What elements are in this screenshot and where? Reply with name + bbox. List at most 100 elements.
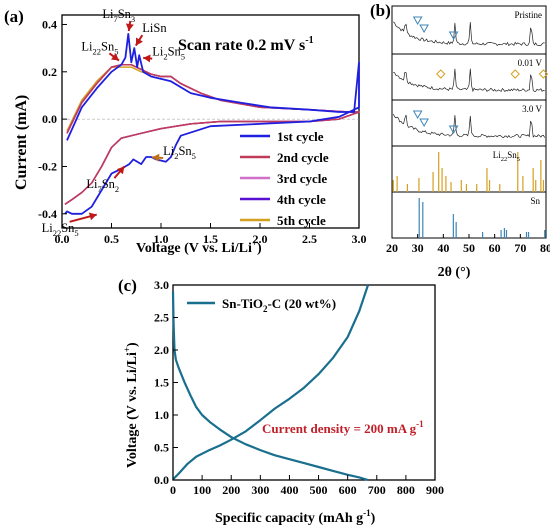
x-tick-label: 700 xyxy=(368,483,386,497)
stack-label-part: 22 xyxy=(501,156,508,163)
peak-arrowhead xyxy=(88,212,97,221)
peak-label: Li22Sn5 xyxy=(81,39,118,56)
sn-marker xyxy=(448,125,459,135)
panel-a-ylabel: Current (mA) xyxy=(13,95,30,190)
y-tick-label: 0.2 xyxy=(42,65,57,79)
sn-marker xyxy=(419,24,429,34)
peak-label-part: 3 xyxy=(131,14,135,24)
li22sn5-marker xyxy=(538,69,549,79)
peak-label: Li7Sn3 xyxy=(102,7,135,24)
panel-c-ticks: 0 100 200 300 400 500 600 700 800 900 0.0 0.5 1.0 1.5… xyxy=(154,278,444,497)
peak-label: Li22Sn5 xyxy=(42,221,79,238)
peak-label-part: 5 xyxy=(74,228,78,238)
peak-label-part: Li xyxy=(81,39,93,53)
panel-a-annotation: Scan rate 0.2 mV s-1 xyxy=(178,35,314,54)
panel-c-annotation: Current density = 200 mA g-1 xyxy=(262,419,424,436)
x-tick-label: 400 xyxy=(280,483,298,497)
x-tick-label: 0.5 xyxy=(104,232,119,246)
y-tick-label: -0.4 xyxy=(38,207,57,221)
peak-label-part: 2 xyxy=(115,184,119,194)
stack-label: 3.0 V xyxy=(522,104,542,114)
legend-label: 2nd cycle xyxy=(277,150,329,165)
y-tick-label: 0.0 xyxy=(154,473,169,487)
peak-arrowhead xyxy=(143,54,151,63)
sn-marker xyxy=(412,16,423,26)
panel-c-label: (c) xyxy=(118,276,137,295)
peak-label-part: Sn xyxy=(101,39,115,53)
peak-label-part: LiSn xyxy=(142,21,167,35)
xrd-pattern xyxy=(393,68,545,93)
x-tick-label: 800 xyxy=(397,483,415,497)
panel-c: (c) 0 100 200 300 400 500 600 700 800 900 0.0 0.5 1.… xyxy=(118,276,444,526)
peak-label-part: 5 xyxy=(114,46,118,56)
peak-label-part: Sn xyxy=(102,177,116,191)
legend-label: 1st cycle xyxy=(277,129,324,144)
x-tick-label: 100 xyxy=(193,483,211,497)
peak-label-part: 22 xyxy=(93,46,102,56)
peak-arrowhead xyxy=(116,166,125,175)
x-tick-label: 30 xyxy=(412,241,424,255)
stack-label: Sn xyxy=(530,196,540,206)
panel-c-frame xyxy=(172,284,436,481)
panel-a-curves xyxy=(64,33,360,215)
peak-label: Li7Sn2 xyxy=(86,177,119,194)
x-tick-label: 50 xyxy=(463,241,475,255)
stack-label-part: Li xyxy=(493,150,501,160)
x-tick-label: 2.0 xyxy=(253,232,268,246)
panel-c-curves xyxy=(171,284,370,482)
peak-label-part: 7 xyxy=(97,184,101,194)
peak-arrowhead xyxy=(152,153,160,162)
stack-label: Li22Sn5 xyxy=(493,150,520,163)
stack-label: 0.01 V xyxy=(518,58,543,68)
y-tick-label: 3.0 xyxy=(154,278,169,292)
peak-label-part: Li xyxy=(102,7,114,21)
peak-label-part: 22 xyxy=(53,228,62,238)
panel-a-label: (a) xyxy=(4,7,24,26)
x-tick-label: 1.5 xyxy=(203,232,218,246)
stack-label-part: Sn xyxy=(507,150,517,160)
peak-label-part: Sn xyxy=(178,144,192,158)
x-tick-label: 500 xyxy=(310,483,328,497)
peak-arrowhead xyxy=(135,37,143,46)
x-tick-label: 3.0 xyxy=(352,232,367,246)
peak-label-part: 2 xyxy=(163,52,167,62)
peak-label-part: Sn xyxy=(168,45,182,59)
x-tick-label: 0 xyxy=(170,483,176,497)
peak-label-part: 5 xyxy=(181,52,185,62)
y-tick-label: 0.5 xyxy=(154,441,169,455)
panel-b-label: (b) xyxy=(370,1,391,20)
legend-label: 4th cycle xyxy=(277,192,326,207)
li22sn5-marker xyxy=(510,69,520,79)
peak-label-part: Sn xyxy=(61,221,75,235)
panel-a-legend: 1st cycle 2nd cycle 3rd cycle 4th cycle 5th … xyxy=(240,129,329,228)
stack-label-part: 5 xyxy=(517,156,520,163)
panel-a-ticks: 0.0 0.5 1.0 1.5 2.0 2.5 3.0 0.4 0.2 0.0 -0.2 -0.4 xyxy=(38,17,367,246)
panel-b-xlabel: 2θ (°) xyxy=(438,265,471,280)
xrd-pattern xyxy=(393,21,545,47)
panel-c-xlabel: Specific capacity (mAh g-1) xyxy=(215,508,376,526)
panel-c-ylabel: Voltage (V vs. Li/Li+) xyxy=(122,342,140,468)
stack-label: Pristine xyxy=(514,10,542,20)
peak-label-part: 5 xyxy=(192,151,196,161)
panel-a-xlabel: Voltage (V vs. Li/Li+) xyxy=(136,238,262,256)
peak-label-part: Li xyxy=(163,144,175,158)
y-tick-label: 2.0 xyxy=(154,343,169,357)
xrd-pattern xyxy=(392,113,546,139)
x-tick-label: 20 xyxy=(386,241,398,255)
peak-label: Li2Sn5 xyxy=(152,45,185,62)
peak-label-part: 2 xyxy=(174,151,178,161)
peak-label-part: Li xyxy=(86,177,98,191)
x-tick-label: 80 xyxy=(540,241,550,255)
legend-label: 3rd cycle xyxy=(277,171,327,186)
x-tick-label: 1.0 xyxy=(154,232,169,246)
peak-label: Li2Sn5 xyxy=(163,144,196,161)
y-tick-label: 2.5 xyxy=(154,311,169,325)
peak-arrowhead xyxy=(111,53,119,61)
y-tick-label: 1.0 xyxy=(154,408,169,422)
y-tick-label: 0.0 xyxy=(42,112,57,126)
series-discharge xyxy=(171,291,369,482)
peak-arrowhead xyxy=(125,23,134,31)
